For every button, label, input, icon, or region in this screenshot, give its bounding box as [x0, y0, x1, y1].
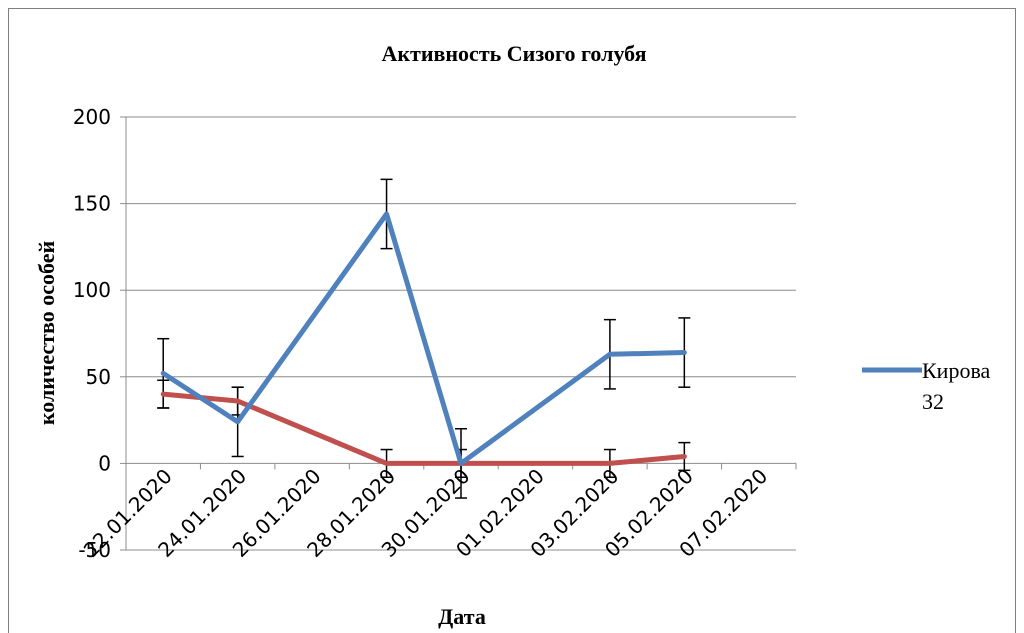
- legend-label: 32: [922, 389, 944, 414]
- y-tick-label: 200: [73, 105, 111, 129]
- chart-title: Активность Сизого голубя: [381, 41, 646, 66]
- x-axis-ticks: 22.01.202024.01.202026.01.202028.01.2020…: [79, 464, 773, 562]
- series-line: [160, 211, 687, 466]
- y-tick-label: 50: [86, 365, 111, 389]
- legend-label: Кирова: [922, 358, 991, 383]
- series-line: [160, 391, 687, 466]
- y-tick-label: -50: [78, 538, 111, 562]
- y-axis-ticks: -50 0 50 100 150 200: [73, 105, 111, 562]
- grid: [120, 116, 797, 551]
- y-tick-label: 0: [98, 451, 111, 475]
- y-tick-label: 150: [73, 192, 111, 216]
- x-axis-title: Дата: [438, 604, 486, 629]
- chart-frame: [8, 8, 1016, 633]
- y-axis-title: количество особей: [34, 241, 59, 426]
- series-lines: [160, 211, 687, 466]
- y-tick-label: 100: [73, 278, 111, 302]
- legend: Кирова 32: [862, 358, 991, 414]
